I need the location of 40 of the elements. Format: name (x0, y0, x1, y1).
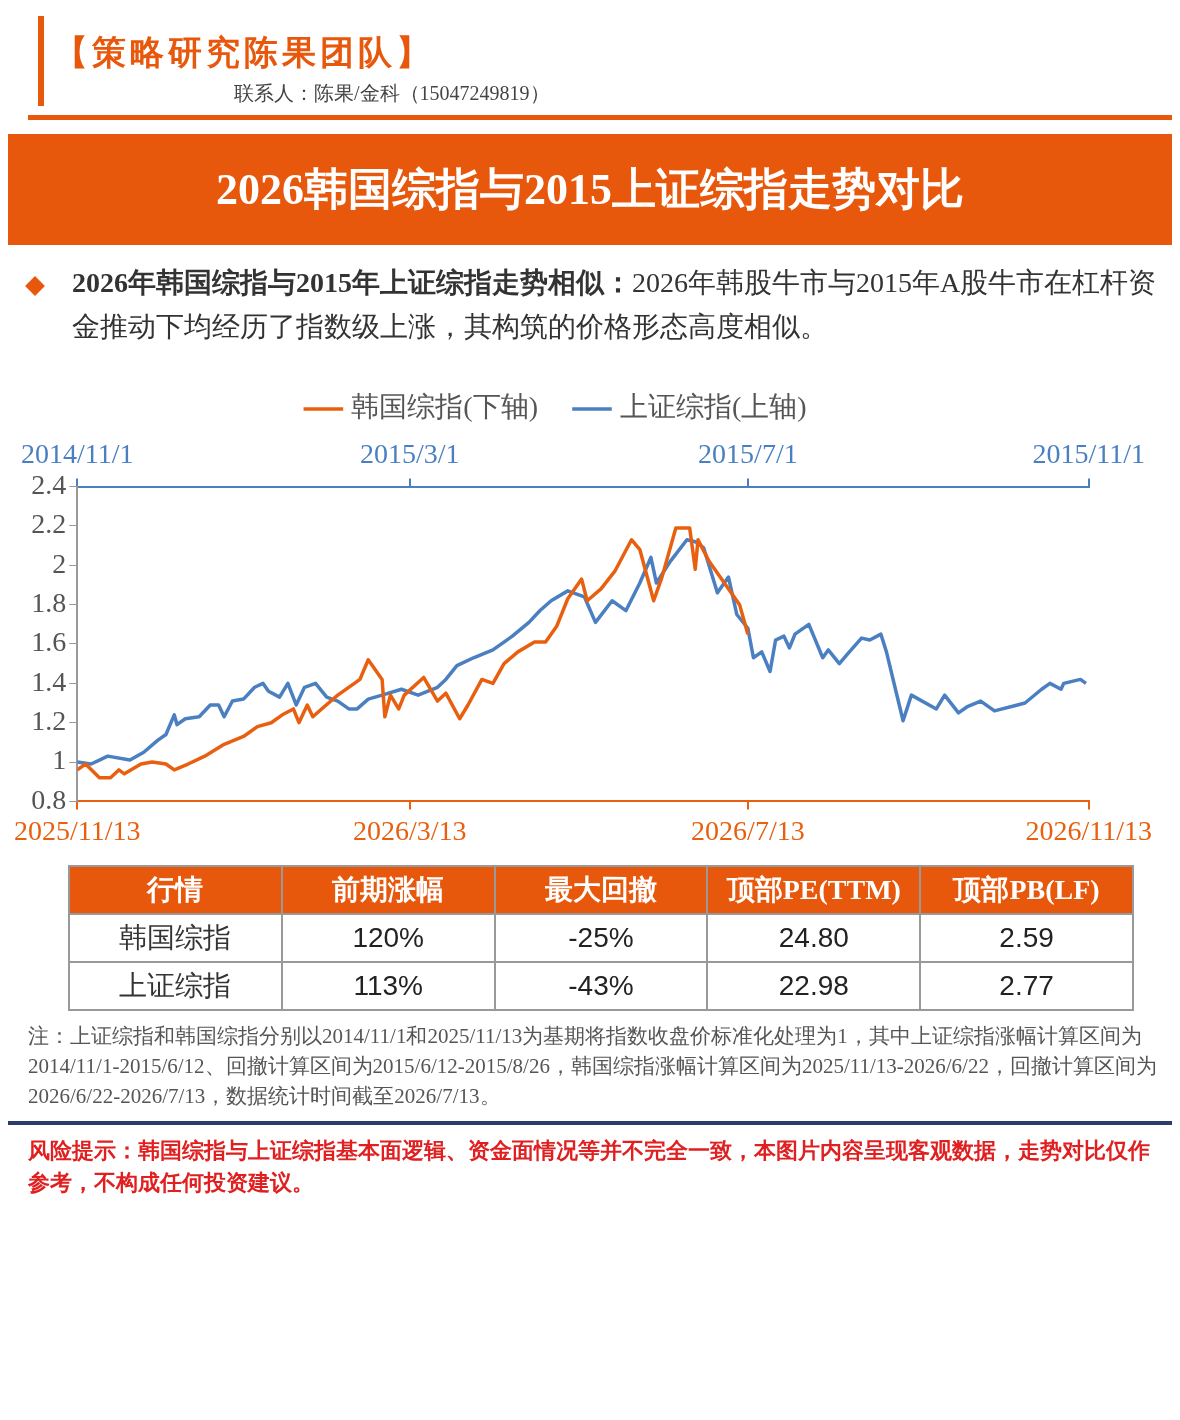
x-tick-label: 2026/7/13 (691, 814, 805, 846)
y-tick-label: 2 (52, 547, 67, 579)
chart-title: 2026韩国综指与2015上证综指走势对比 (8, 134, 1172, 245)
y-tick-label: 1.4 (31, 665, 67, 697)
chart-subtitle: 2026年韩国综指与2015年上证综指走势相似：2026年韩股牛市与2015年A股牛市在杠杆资金推动下均经历了指数级上涨，其构筑的价格形态高度相似。 (72, 267, 1157, 342)
text: -43% (568, 970, 634, 1001)
y-tick-label: 1.2 (31, 705, 67, 737)
text: 【策略研究陈果团队】 (54, 33, 435, 73)
category-label: 上证综指 (119, 970, 232, 1001)
category-label: 前期涨幅 (281, 866, 495, 914)
y-tick-label: 0.8 (31, 783, 67, 815)
x-tick-label: 2026/3/13 (353, 814, 467, 846)
text: 注：上证综指和韩国综指分别以2014/11/1和2025/11/13为基期将指数收盘价标准化处理为1，其中上证综指涨幅计算区间为2014/11/1-2015/6/12、回撤计算区间为2015/6/12-2015/8/26，韩国综指涨幅计算区间为2025/11/13-2026/6/22，回撤计算区间为2026/6/22-2026/7/13，数据统计时间截至2026/7/13。 (28, 1023, 1158, 1110)
legend-label: 韩国综指(下轴) (351, 391, 539, 423)
x-tick-label: 2026/11/13 (1025, 814, 1153, 846)
text: 113% (353, 970, 423, 1001)
y-tick-label: 2.2 (31, 508, 67, 540)
x-tick-label: 2025/11/13 (13, 814, 141, 846)
text: 联系人：陈果/金科（15047249819） (234, 81, 550, 106)
text: 2.59 (999, 922, 1054, 953)
category-label: 韩国综指 (119, 922, 232, 953)
text: 风险提示：韩国综指与上证综指基本面逻辑、资金面情况等并不完全一致，本图片内容呈现客观数据，走势对比仅作参考，不构成任何投资建议。 (28, 1137, 1151, 1197)
category-label: 顶部PE(TTM) (707, 866, 921, 914)
x2-tick-label: 2014/11/1 (20, 438, 134, 470)
legend-label: 上证综指(上轴) (620, 391, 807, 423)
x2-tick-label: 2015/7/1 (698, 438, 798, 470)
y-tick-label: 2.4 (31, 468, 67, 500)
text: -25% (568, 922, 634, 953)
y-tick-label: 1 (52, 744, 67, 776)
x2-tick-label: 2015/3/1 (360, 438, 460, 470)
text: 24.80 (778, 922, 849, 953)
text: 行情 (69, 866, 282, 914)
text: 120% (352, 922, 424, 953)
y-tick-label: 1.6 (31, 626, 67, 658)
category-label: 最大回撤 (494, 866, 708, 914)
text: 2.77 (999, 970, 1054, 1001)
text: 22.98 (778, 970, 849, 1001)
y-tick-label: 1.8 (31, 587, 67, 619)
x2-tick-label: 2015/11/1 (1032, 438, 1146, 470)
category-label: 顶部PB(LF) (920, 866, 1133, 914)
